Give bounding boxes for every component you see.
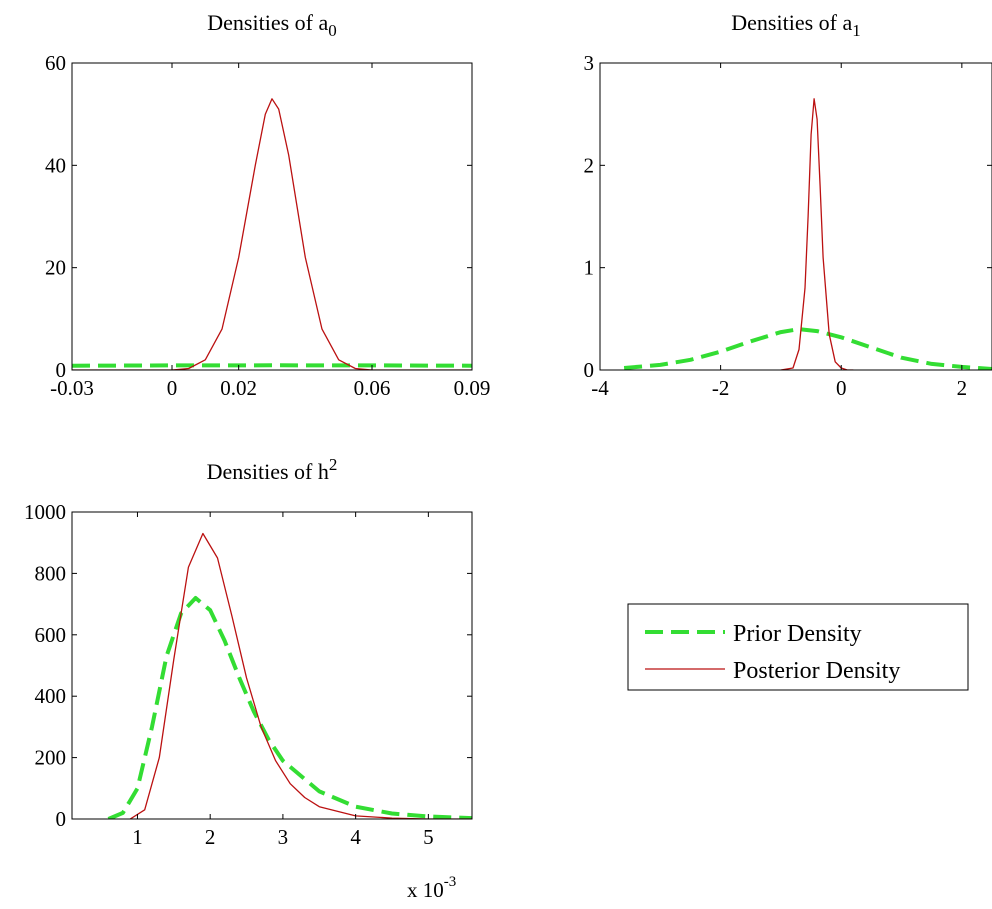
y-tick-label: 800 (35, 561, 67, 585)
x-tick-label: -4 (591, 376, 609, 400)
prior-density-line (107, 596, 472, 819)
plot-frame (71, 511, 473, 820)
y-tick-label: 400 (35, 684, 67, 708)
legend-posterior-label: Posterior Density (733, 658, 900, 684)
x-exponent-label: x 10-3 (407, 874, 456, 902)
y-tick-label: 2 (584, 153, 595, 177)
x-tick-label: 3 (278, 825, 289, 849)
posterior-density-line (72, 98, 472, 370)
y-tick-label: 60 (45, 51, 66, 75)
panel-title: Densities of h2 (207, 455, 338, 484)
x-tick-label: 0.06 (354, 376, 391, 400)
legend-prior-label: Prior Density (733, 621, 862, 647)
posterior-density-line (129, 532, 472, 819)
y-tick-label: 0 (56, 358, 67, 382)
x-tick-label: 2 (205, 825, 216, 849)
x-tick-label: -0.03 (50, 376, 94, 400)
y-tick-label: 200 (35, 746, 67, 770)
x-tick-label: 0.09 (454, 376, 491, 400)
y-tick-label: 600 (35, 623, 67, 647)
panel-2: Densities of h2 1 2 3 4 5 0 200 400 600 800 1000 x 1… (24, 455, 473, 902)
legend-box (627, 603, 969, 691)
legend: Prior Density Posterior Density (627, 603, 969, 691)
y-tick-label: 40 (45, 153, 66, 177)
panel-title: Densities of a1 (731, 10, 860, 40)
prior-density-line (623, 327, 992, 370)
x-tick-label: 5 (423, 825, 434, 849)
x-tick-label: 0 (836, 376, 847, 400)
x-tick-label: 0.02 (220, 376, 257, 400)
panel-title: Densities of a0 (207, 10, 336, 40)
y-tick-label: 1 (584, 256, 595, 280)
x-tick-label: 4 (350, 825, 361, 849)
x-tick-label: 1 (132, 825, 143, 849)
posterior-density-line (780, 98, 854, 370)
y-tick-label: 1000 (24, 500, 66, 524)
x-tick-label: 2 (957, 376, 968, 400)
y-tick-label: 3 (584, 51, 595, 75)
plot-frame (71, 62, 473, 371)
y-tick-label: 20 (45, 256, 66, 280)
y-tick-label: 0 (584, 358, 595, 382)
y-tick-label: 0 (56, 807, 67, 831)
x-tick-label: -2 (712, 376, 730, 400)
panel-1: Densities of a1 -4 -2 0 2 0 1 2 3 (584, 10, 992, 400)
x-tick-label: 0 (167, 376, 178, 400)
plot-frame (599, 62, 992, 371)
